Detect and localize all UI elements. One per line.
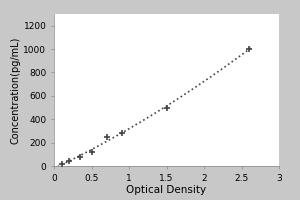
Y-axis label: Concentration(pg/mL): Concentration(pg/mL): [11, 36, 21, 144]
X-axis label: Optical Density: Optical Density: [126, 185, 207, 195]
